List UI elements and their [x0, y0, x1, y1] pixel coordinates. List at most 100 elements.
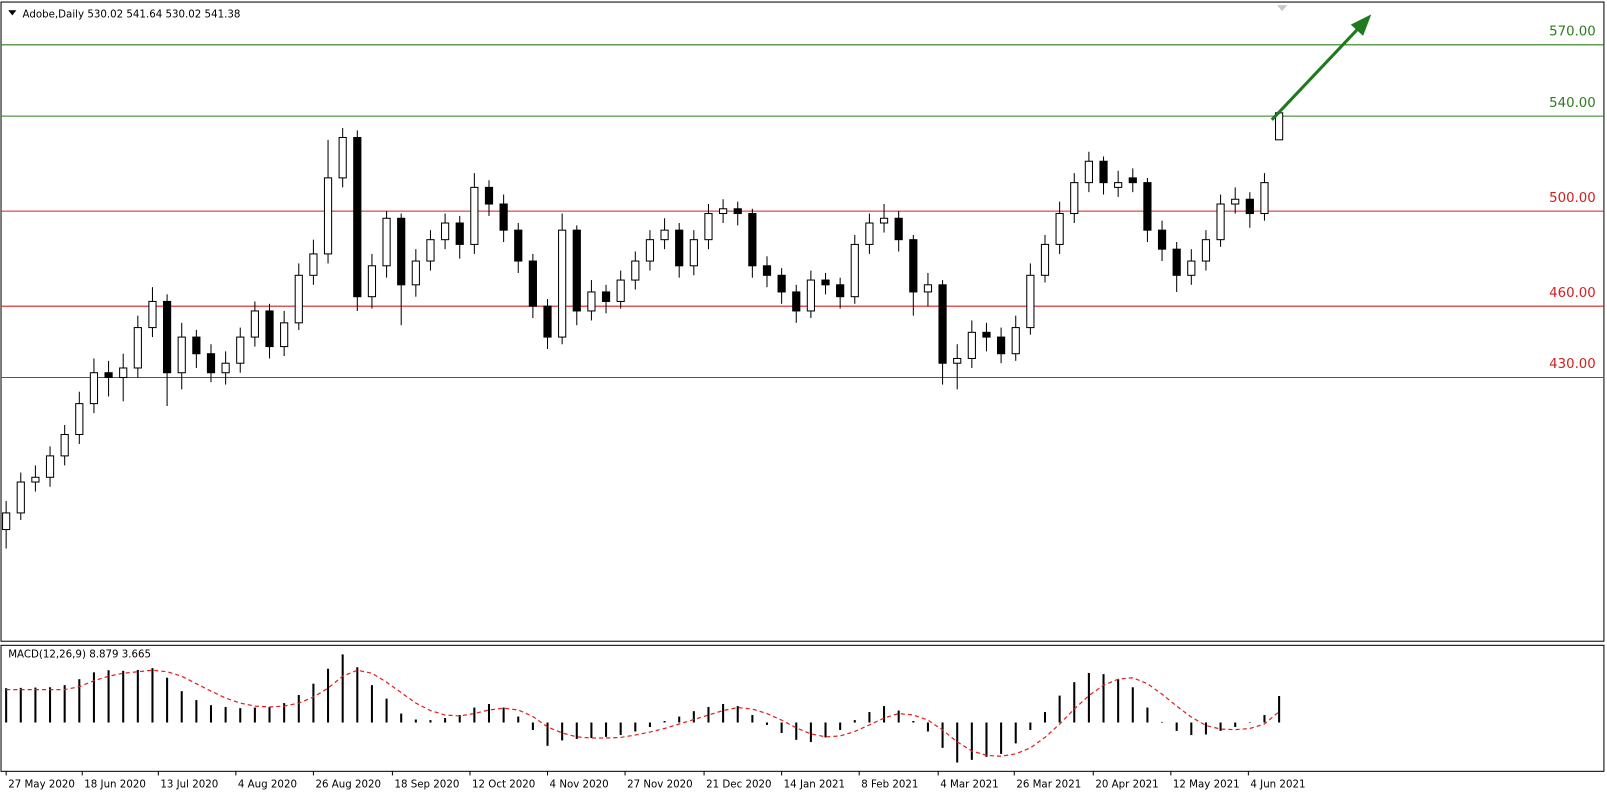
- level-label: 500.00: [1549, 191, 1596, 206]
- macd-bar: [1161, 721, 1164, 723]
- macd-bar: [1263, 715, 1266, 723]
- macd-bar: [575, 722, 578, 739]
- macd-bar: [517, 716, 520, 723]
- candle-body: [411, 260, 420, 286]
- candle-body: [250, 310, 259, 338]
- candle-body: [923, 284, 933, 293]
- macd-bar: [473, 707, 476, 723]
- candle-body: [440, 222, 450, 241]
- macd-bar: [780, 722, 783, 733]
- candle-body: [1187, 260, 1196, 276]
- candle-body: [133, 327, 142, 369]
- macd-bar: [1058, 695, 1061, 723]
- candle-body: [675, 229, 684, 267]
- candle-body: [1245, 198, 1254, 215]
- macd-bar: [502, 707, 505, 723]
- candle-body: [879, 217, 889, 224]
- candle-body: [221, 362, 230, 374]
- macd-bar: [34, 687, 37, 723]
- macd-bar: [1102, 674, 1105, 723]
- candle-body: [1172, 248, 1181, 276]
- marks: 27 May 2020 18 Jun 2020 13 Jul 2020 4 Aug 2…: [1, 25, 1604, 791]
- x-tick-label: 4 Nov 2020: [550, 779, 609, 791]
- macd-bar: [590, 722, 593, 739]
- candle-body: [309, 253, 318, 276]
- x-tick-label: 4 Mar 2021: [940, 779, 998, 791]
- candle-body: [645, 239, 655, 262]
- candle-body: [718, 208, 728, 215]
- candle-body: [1231, 198, 1240, 205]
- candle-body: [1216, 203, 1225, 241]
- x-tick-label: 21 Dec 2020: [706, 779, 771, 791]
- macd-bar: [414, 719, 417, 723]
- macd-bar: [1117, 679, 1120, 723]
- trend-arrow: [1270, 14, 1372, 121]
- candle-body: [997, 336, 1006, 355]
- macd-bar: [429, 720, 432, 723]
- candle-body: [367, 265, 377, 298]
- macd-bar: [985, 722, 988, 757]
- chart-title: Adobe,Daily 530.02 541.64 530.02 541.38: [23, 8, 241, 20]
- macd-bar: [912, 721, 915, 723]
- macd-bar: [853, 720, 856, 723]
- x-tick-label: 12 May 2021: [1173, 779, 1240, 791]
- macd-bar: [926, 722, 929, 732]
- candle-body: [587, 291, 596, 312]
- candle-body: [353, 136, 362, 298]
- candle-body: [60, 433, 69, 457]
- candle-body: [45, 455, 55, 478]
- candle-body: [1114, 182, 1123, 188]
- candle-body: [616, 279, 625, 302]
- candle-body: [484, 186, 494, 205]
- candle-body: [1260, 182, 1269, 215]
- macd-bar: [1029, 722, 1032, 730]
- macd-bar: [1000, 722, 1003, 754]
- macd-bar: [692, 711, 695, 723]
- macd-bar: [19, 687, 22, 723]
- candle-body: [177, 336, 186, 374]
- candle-body: [236, 336, 245, 364]
- candle-body: [338, 136, 347, 179]
- candle-body: [148, 300, 157, 329]
- menu-arrow: [8, 10, 17, 16]
- candle-body: [1084, 160, 1093, 184]
- candle-body: [265, 310, 274, 348]
- candle-body: [323, 177, 333, 255]
- macd-bar: [531, 722, 534, 730]
- candle-body: [631, 260, 640, 281]
- x-tick-label: 27 Nov 2020: [627, 779, 693, 791]
- candle-body: [31, 476, 40, 483]
- candle-body: [850, 243, 859, 298]
- candle-body: [982, 331, 991, 338]
- macd-bar: [180, 691, 183, 723]
- candle-body: [514, 229, 523, 262]
- x-tick-label: 27 May 2020: [8, 779, 75, 791]
- macd-bar: [444, 718, 447, 723]
- macd-bar: [1219, 722, 1222, 731]
- macd-bar: [1248, 722, 1251, 724]
- macd-bar: [283, 703, 286, 723]
- macd-bar: [941, 722, 944, 748]
- candle-body: [2, 512, 11, 531]
- candle-body: [967, 331, 976, 359]
- candle-body: [1011, 327, 1020, 355]
- candle-body: [426, 239, 435, 262]
- macd-bar: [619, 722, 622, 736]
- candle-body: [748, 213, 757, 267]
- candle-body: [689, 239, 698, 267]
- macd-bar: [765, 722, 769, 725]
- macd-bar: [122, 670, 125, 723]
- macd-bar: [107, 670, 110, 723]
- macd-bar: [151, 668, 154, 723]
- macd-bar: [1204, 722, 1207, 735]
- macd-bar: [49, 687, 52, 723]
- macd-bar: [1146, 707, 1149, 723]
- candle-body: [660, 229, 669, 241]
- candle-body: [1201, 239, 1211, 262]
- candle-body: [938, 284, 947, 364]
- macd-bar: [707, 706, 710, 723]
- x-tick-label: 12 Oct 2020: [472, 779, 535, 791]
- candle-body: [953, 357, 962, 364]
- macd-bar: [795, 722, 798, 740]
